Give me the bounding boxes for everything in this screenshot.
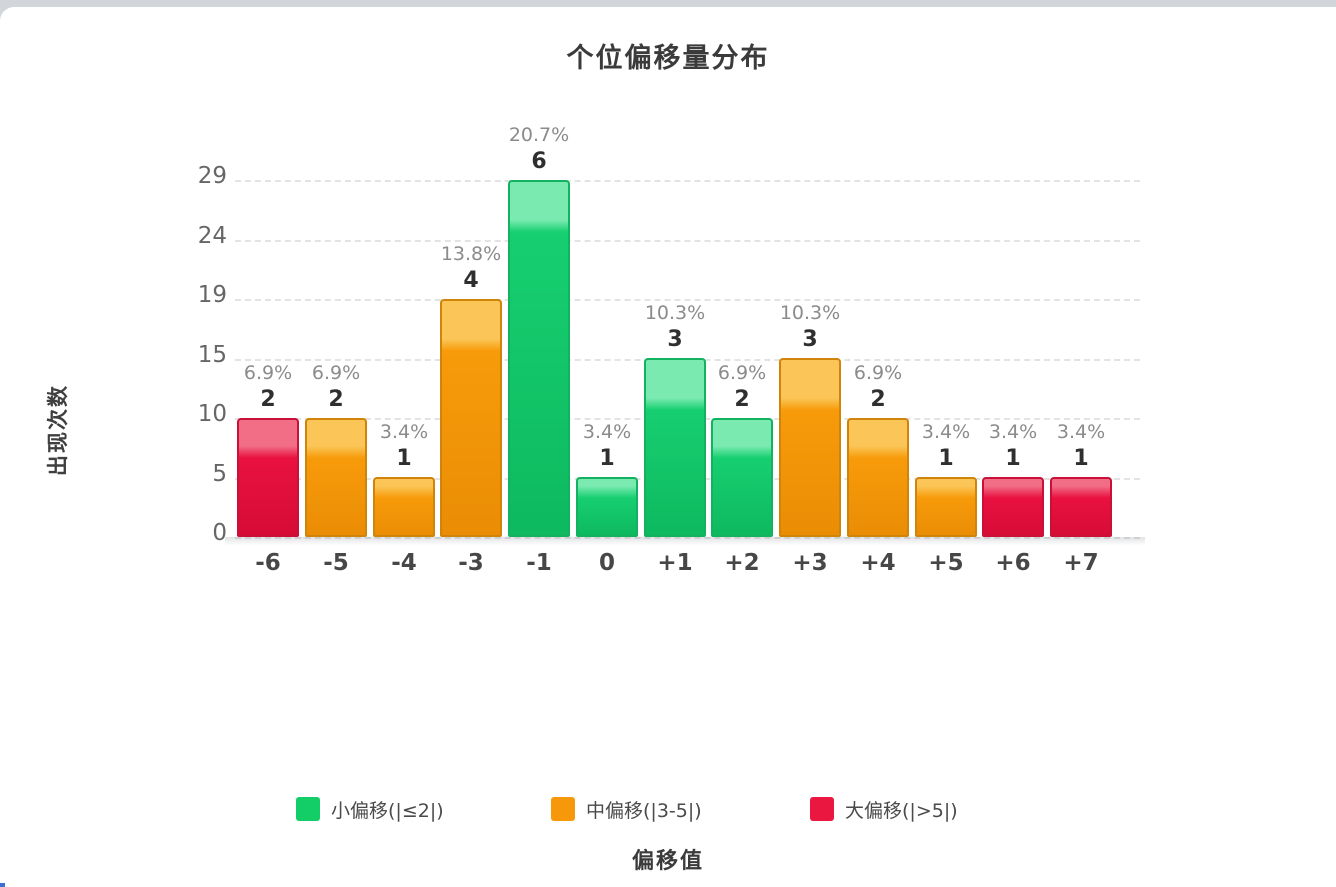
bar-value-label: 1	[1005, 446, 1021, 471]
bar-value-label: 2	[734, 387, 750, 412]
y-axis-tick-label: 29	[197, 163, 227, 189]
bar-+7[interactable]	[1050, 477, 1112, 537]
bar-value-label: 4	[463, 268, 479, 293]
y-axis-tick-label: 15	[197, 342, 227, 368]
bar-percent-label: 3.4%	[988, 421, 1038, 443]
bar-percent-label: 3.4%	[1056, 421, 1106, 443]
x-axis-tick-label: +4	[860, 550, 896, 576]
legend-swatch-mid	[551, 797, 575, 821]
corner-accent	[0, 883, 5, 887]
legend-item-small[interactable]: 小偏移(|≤2|)	[296, 795, 444, 823]
bar--4[interactable]	[373, 477, 435, 537]
legend-label: 大偏移(|>5|)	[845, 799, 958, 822]
bar-value-label: 2	[260, 387, 276, 412]
bar-+2[interactable]	[711, 418, 773, 537]
bar-+4[interactable]	[847, 418, 909, 537]
x-axis-tick-label: -5	[323, 550, 349, 576]
bar-value-label: 1	[1073, 446, 1089, 471]
gridline	[235, 240, 1140, 242]
baseline-shadow	[225, 537, 1145, 547]
bar-percent-label: 10.3%	[644, 302, 706, 324]
bar-value-label: 1	[396, 446, 412, 471]
bar-percent-label: 3.4%	[582, 421, 632, 443]
bar--5[interactable]	[305, 418, 367, 537]
bar--6[interactable]	[237, 418, 299, 537]
bar-value-label: 2	[870, 387, 886, 412]
bar-+6[interactable]	[982, 477, 1044, 537]
bar-percent-label: 10.3%	[779, 302, 841, 324]
bar-percent-label: 3.4%	[379, 421, 429, 443]
x-axis-tick-label: +1	[657, 550, 693, 576]
bar-value-label: 2	[328, 387, 344, 412]
x-axis-tick-label: +7	[1063, 550, 1099, 576]
x-axis-tick-label: +5	[928, 550, 964, 576]
x-axis-title: 偏移值	[631, 849, 704, 874]
bar-percent-label: 13.8%	[440, 243, 502, 265]
x-axis-tick-label: -6	[255, 550, 281, 576]
bar--3[interactable]	[440, 299, 502, 537]
x-axis-tick-label: +6	[995, 550, 1031, 576]
legend-label: 小偏移(|≤2|)	[331, 799, 444, 822]
x-axis-tick-label: -4	[391, 550, 417, 576]
bar-percent-label: 3.4%	[921, 421, 971, 443]
bar-percent-label: 6.9%	[853, 362, 903, 384]
bar-percent-label: 6.9%	[243, 362, 293, 384]
bar-value-label: 6	[531, 149, 547, 174]
legend-label: 中偏移(|3-5|)	[586, 799, 702, 822]
legend-item-mid[interactable]: 中偏移(|3-5|)	[551, 795, 702, 823]
bar-value-label: 3	[667, 327, 683, 352]
legend-swatch-small	[296, 797, 320, 821]
x-axis-tick-label: -3	[458, 550, 484, 576]
gridline	[235, 299, 1140, 301]
bar-percent-label: 20.7%	[508, 124, 570, 146]
bar-+1[interactable]	[644, 358, 706, 537]
bar-percent-label: 6.9%	[311, 362, 361, 384]
x-axis-tick-label: +2	[724, 550, 760, 576]
y-axis-title: 出现次数	[46, 384, 70, 476]
y-axis-tick-label: 10	[197, 401, 227, 427]
bar-+3[interactable]	[779, 358, 841, 537]
x-axis-tick-label: +3	[792, 550, 828, 576]
x-axis-tick-label: -1	[526, 550, 552, 576]
chart-title: 个位偏移量分布	[566, 43, 770, 74]
bar-value-label: 3	[802, 327, 818, 352]
gridline	[235, 180, 1140, 182]
bar--1[interactable]	[508, 180, 570, 537]
y-axis-tick-label: 5	[212, 461, 227, 487]
bar-percent-label: 6.9%	[717, 362, 767, 384]
y-axis-tick-label: 24	[197, 223, 227, 249]
bar-0[interactable]	[576, 477, 638, 537]
legend-item-large[interactable]: 大偏移(|>5|)	[810, 795, 958, 823]
legend-swatch-large	[810, 797, 834, 821]
x-axis-tick-label: 0	[598, 550, 615, 576]
y-axis-tick-label: 0	[212, 520, 227, 546]
bar-value-label: 1	[938, 446, 954, 471]
bar-value-label: 1	[599, 446, 615, 471]
y-axis-tick-label: 19	[197, 282, 227, 308]
gridline	[235, 537, 1140, 539]
bar-+5[interactable]	[915, 477, 977, 537]
